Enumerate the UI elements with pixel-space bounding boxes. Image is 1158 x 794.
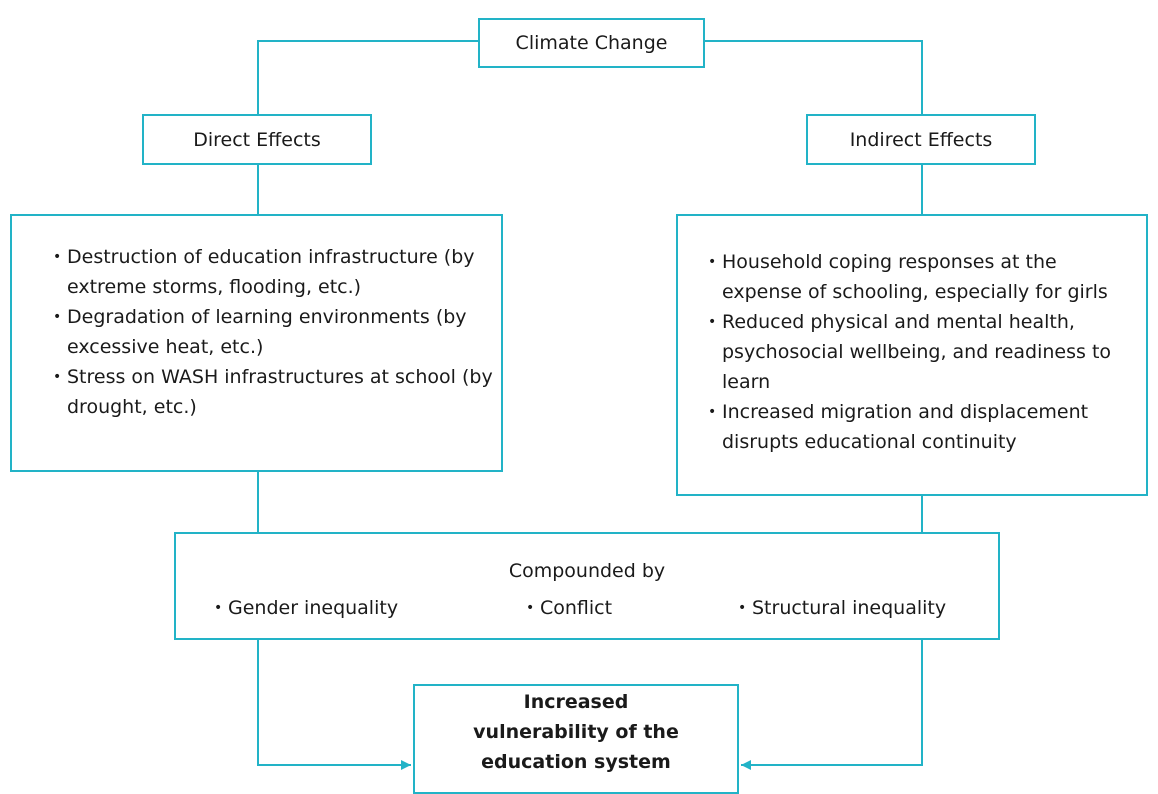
indirect-list-box: Household coping responses at the expens… [676, 214, 1148, 496]
list-item: Destruction of education infrastructure … [53, 242, 505, 302]
connector [257, 40, 480, 114]
direct-list: Destruction of education infrastructure … [53, 242, 505, 422]
list-item: Conflict [526, 593, 612, 623]
direct-node: Direct Effects [142, 114, 372, 165]
outcome-node: Increased vulnerability of the education… [413, 684, 739, 794]
direct-list-box: Destruction of education infrastructure … [10, 214, 503, 472]
list-item: Gender inequality [214, 593, 398, 623]
arrow [257, 640, 411, 770]
list-item: Increased migration and displacement dis… [708, 397, 1132, 457]
list-item: Structural inequality [738, 593, 946, 623]
indirect-node: Indirect Effects [806, 114, 1036, 165]
list-item: Degradation of learning environments (by… [53, 302, 505, 362]
root-node: Climate Change [478, 18, 705, 68]
list-item: Household coping responses at the expens… [708, 247, 1132, 307]
compounded-box: Compounded by Gender inequality Conflict S… [174, 532, 1000, 640]
list-item: Stress on WASH infrastructures at school… [53, 362, 505, 422]
list-item: Reduced physical and mental health, psyc… [708, 307, 1132, 397]
indirect-list: Household coping responses at the expens… [708, 247, 1132, 457]
compounded-label: Compounded by [508, 560, 666, 582]
connector [704, 40, 923, 114]
arrow [741, 640, 923, 770]
